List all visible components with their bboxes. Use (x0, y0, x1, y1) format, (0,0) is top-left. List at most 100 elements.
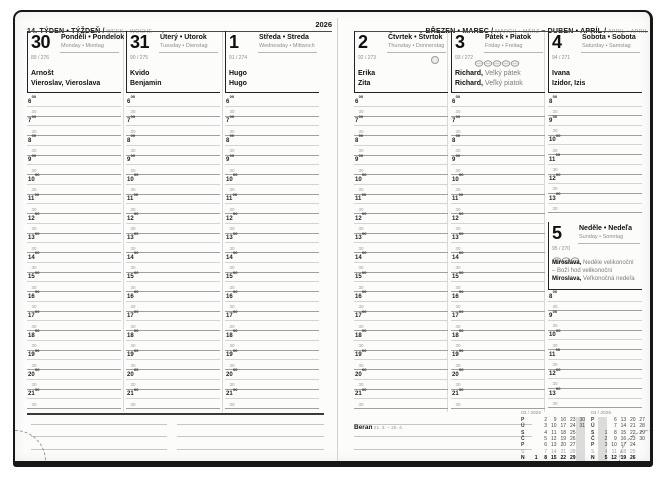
time-slot-half: 30 (126, 321, 220, 331)
time-slot-hour: 900 (451, 153, 545, 166)
half-hour-label: 30 (130, 343, 136, 348)
minutes-superscript: 00 (232, 289, 238, 295)
minutes-superscript: 00 (133, 230, 139, 236)
time-label: 1300 (28, 230, 40, 242)
day-number: 5 (552, 223, 562, 243)
day-column-4: 4 Sobota • Sobota Saturday • Samstag 94 / 2… (548, 12, 642, 461)
time-label: 1200 (549, 171, 561, 183)
calendar-day: 16 (620, 436, 627, 443)
time-label: 1200 (226, 211, 238, 222)
time-label: 1700 (226, 308, 238, 320)
half-hour-label: 30 (31, 304, 37, 309)
half-hour-label: 30 (552, 400, 558, 406)
time-slot-half: 30 (27, 302, 121, 312)
time-slot-half: 30 (225, 282, 319, 292)
time-slot-half: 30 (354, 360, 448, 370)
time-label: 1500 (355, 269, 367, 281)
name-day-entry: Benjamin (130, 79, 219, 89)
holiday-label: Neděle velikonoční (581, 260, 634, 266)
day-of-year: 90 / 275 (130, 55, 149, 61)
note-line (31, 461, 167, 462)
calendar-day: 14 (550, 448, 557, 455)
day-letter: Č (521, 436, 525, 443)
calendar-day: 8 (614, 429, 617, 436)
time-grid: 800 30 900 30 1000 30 1100 30 1200 30 1300 30 (548, 290, 642, 409)
page-frame: 14. TÝDEN • TÝŽDEŇ / WEEK • WOCHE 2026 B… (13, 10, 653, 467)
half-hour-label: 30 (31, 128, 37, 134)
time-slot-hour: 800 (548, 95, 642, 107)
half-hour-label: 30 (31, 148, 37, 153)
mini-calendar-row: S 4 11 18 25 (591, 448, 645, 455)
time-slot-hour: 1100 (27, 191, 121, 205)
half-hour-label: 30 (358, 167, 364, 173)
time-slot-hour: 1100 (126, 191, 220, 205)
time-slot-half: 30 (451, 204, 545, 214)
time-grid: 600 30 700 30 800 30 900 30 1000 30 1100 30 1200 30 13… (225, 95, 319, 409)
half-hour-label: 30 (130, 284, 136, 290)
minutes-superscript: 00 (361, 289, 367, 295)
time-slot-half: 30 (354, 126, 448, 136)
time-slot-hour: 1300 (126, 230, 220, 244)
time-grid: 600 30 700 30 800 30 900 30 1000 30 1100 30 1200 30 13… (27, 95, 121, 409)
half-hour-label: 30 (31, 206, 37, 212)
calendar-day: 28 (569, 448, 576, 455)
note-line (354, 423, 532, 425)
time-slot-half: 30 (225, 165, 319, 175)
minutes-superscript: 00 (229, 133, 235, 139)
time-slot-hour: 800 (451, 134, 545, 146)
calendar-day: 4 (544, 429, 547, 436)
half-hour-label: 30 (455, 284, 461, 290)
time-label: 2000 (355, 367, 367, 378)
time-label: 1100 (127, 191, 139, 203)
time-slot-hour: 600 (354, 95, 448, 107)
calendar-day: 21 (560, 448, 566, 455)
weekday-local: Středa • Streda (259, 34, 309, 41)
time-grid: 600 30 700 30 800 30 900 30 1000 30 1100 30 1200 30 13… (354, 95, 448, 409)
time-slot-half: 30 (548, 204, 642, 214)
time-slot-half: 30 (126, 165, 220, 175)
calendar-day: 20 (630, 417, 636, 424)
calendar-day: 7 (544, 448, 547, 455)
time-slot-hour: 1600 (354, 289, 448, 302)
time-label: 1600 (127, 289, 139, 300)
time-slot-half: 30 (126, 380, 220, 390)
time-slot-half: 30 (225, 243, 319, 253)
calendar-day: 25 (569, 429, 576, 436)
time-slot-half: 30 (126, 341, 220, 351)
time-slot-hour: 1900 (354, 348, 448, 361)
time-slot-hour: 1900 (451, 348, 545, 361)
name-day-entries: Arnošt Vieroslav, Vieroslava (31, 69, 120, 89)
time-slot-hour: 1800 (126, 329, 220, 341)
half-hour-label: 30 (130, 226, 136, 231)
half-hour-label: 30 (130, 148, 136, 153)
half-hour-label: 30 (552, 108, 558, 114)
time-slot-hour: 1000 (27, 172, 121, 185)
half-hour-label: 30 (455, 304, 461, 309)
time-label: 1000 (28, 172, 40, 183)
mini-calendar-row: Ú 3 10 17 24 31 (521, 423, 585, 429)
time-label: 2000 (127, 367, 139, 378)
half-hour-label: 30 (552, 342, 558, 348)
time-slot-half: 30 (126, 224, 220, 234)
minutes-superscript: 00 (458, 289, 464, 295)
calendar-day: 2 (544, 417, 547, 424)
time-slot-half: 30 (126, 399, 220, 409)
time-slot-half: 30 (225, 399, 319, 409)
minutes-superscript: 00 (232, 191, 238, 197)
day-header-30: 30 Pondělí • Pondelok Monday • Montag 89 / … (27, 31, 124, 93)
minutes-superscript: 00 (130, 113, 136, 119)
minutes-superscript: 00 (232, 250, 238, 256)
minutes-superscript: 00 (34, 191, 40, 197)
time-label: 1200 (355, 211, 367, 222)
half-hour-label: 30 (455, 265, 461, 270)
time-label: 1600 (355, 289, 367, 300)
time-slot-half: 30 (548, 126, 642, 136)
half-hour-label: 30 (31, 343, 37, 348)
half-hour-label: 30 (31, 226, 37, 231)
time-slot-hour: 1800 (225, 329, 319, 341)
time-slot-hour: 700 (27, 114, 121, 127)
minutes-superscript: 00 (232, 211, 238, 217)
time-slot-hour: 1700 (451, 309, 545, 322)
calendar-day: 23 (630, 436, 636, 443)
name-day-name: Ivana (552, 70, 570, 77)
